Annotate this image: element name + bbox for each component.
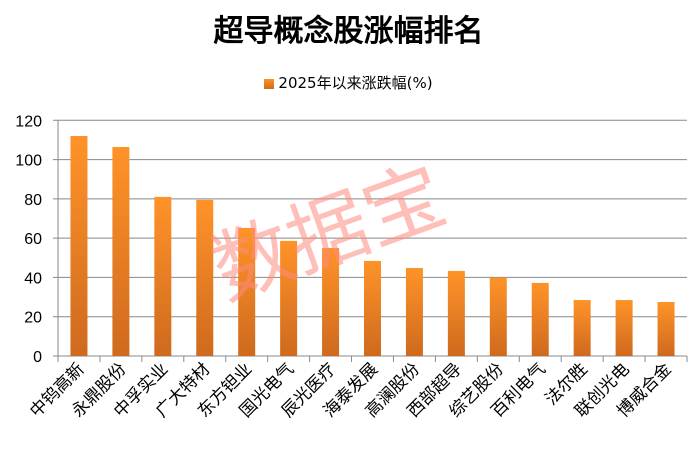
bar [489,277,507,356]
bar [573,300,591,356]
bar [238,227,256,356]
bar [280,240,298,356]
bar [364,260,381,356]
bar [112,147,130,356]
legend-label: 2025年以来涨跌幅(%) [278,74,433,92]
legend: 2025年以来涨跌幅(%) [0,72,697,93]
y-tick-label: 80 [24,192,42,209]
legend-swatch [264,78,275,89]
y-tick-label: 120 [15,113,42,130]
y-tick-label: 40 [24,270,42,287]
y-tick-label: 60 [24,231,42,248]
y-tick-label: 0 [33,349,42,366]
bar [322,247,340,356]
y-tick-label: 100 [15,153,42,170]
bar [531,282,549,356]
bar [615,300,633,356]
bar [405,268,423,356]
chart-title: 超导概念股涨幅排名 [213,14,484,49]
bar [657,301,675,356]
y-tick-label: 20 [24,310,42,327]
bar [154,196,172,356]
bar [447,270,465,356]
bar [196,199,214,356]
bar [70,136,88,356]
